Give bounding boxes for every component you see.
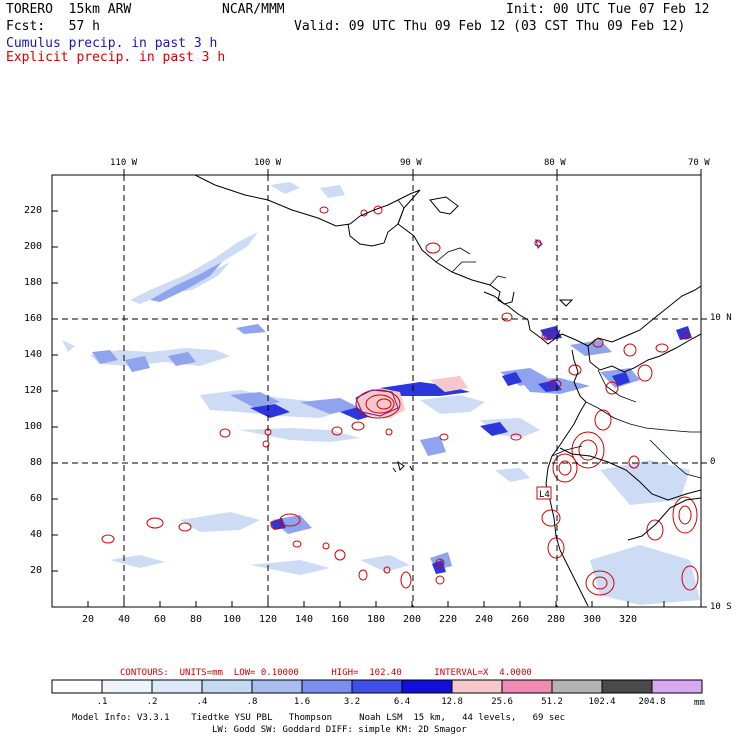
y-tick-100: 100 <box>24 421 43 432</box>
station-marker <box>536 486 552 500</box>
y-tick-220: 220 <box>24 205 43 216</box>
y-tick-160: 160 <box>24 313 43 324</box>
axis-ticks <box>52 169 707 608</box>
colorbar-label: .4 <box>196 697 208 707</box>
colorbar-unit: mm <box>694 698 705 708</box>
field-label-explicit: Explicit precip. in past 3 h <box>6 50 226 65</box>
latlon-grid <box>52 175 701 607</box>
lon-label-90w: 90 W <box>400 158 422 168</box>
y-tick-40: 40 <box>30 529 43 540</box>
colorbar-label: 25.6 <box>491 697 513 707</box>
model-title: TORERO 15km ARW <box>6 2 132 17</box>
y-tick-180: 180 <box>24 277 43 288</box>
init-time: Init: 00 UTC Tue 07 Feb 12 <box>506 2 710 17</box>
lon-label-110w: 110 W <box>110 158 138 168</box>
colorbar-label: 1.6 <box>293 697 311 707</box>
country-borders <box>397 199 701 479</box>
colorbar-label: 3.2 <box>343 697 361 707</box>
lat-label-10s: 10 S <box>710 602 732 612</box>
y-tick-20: 20 <box>30 565 43 576</box>
valid-time: Valid: 09 UTC Thu 09 Feb 12 (03 CST Thu … <box>294 19 686 34</box>
x-tick-300: 300 <box>583 614 602 625</box>
lon-label-80w: 80 W <box>544 158 566 168</box>
y-tick-60: 60 <box>30 493 43 504</box>
physics-info: LW: Godd SW: Goddard DIFF: simple KM: 2D… <box>212 725 467 735</box>
x-tick-260: 260 <box>511 614 530 625</box>
field-label-cumulus: Cumulus precip. in past 3 h <box>6 36 218 51</box>
colorbar-label: 12.8 <box>441 697 463 707</box>
y-tick-200: 200 <box>24 241 43 252</box>
x-tick-160: 160 <box>331 614 350 625</box>
station-label: L4 <box>539 490 550 500</box>
model-info: Model Info: V3.3.1 Tiedtke YSU PBL Thomp… <box>72 713 566 723</box>
lat-label-10n: 10 N <box>710 313 732 323</box>
colorbar-label: 204.8 <box>638 697 666 707</box>
colorbar-label: .8 <box>246 697 258 707</box>
lon-label-100w: 100 W <box>254 158 282 168</box>
colorbar-label: .2 <box>146 697 158 707</box>
x-tick-320: 320 <box>619 614 638 625</box>
forecast-hour: Fcst: 57 h <box>6 19 100 34</box>
x-tick-280: 280 <box>547 614 566 625</box>
lon-label-70w: 70 W <box>688 158 710 168</box>
y-tick-120: 120 <box>24 385 43 396</box>
x-tick-140: 140 <box>295 614 314 625</box>
colorbar-label: 6.4 <box>393 697 411 707</box>
colorbar-label: 51.2 <box>541 697 563 707</box>
x-tick-100: 100 <box>223 614 242 625</box>
x-tick-80: 80 <box>190 614 203 625</box>
x-tick-20: 20 <box>82 614 95 625</box>
y-tick-80: 80 <box>30 457 43 468</box>
x-tick-180: 180 <box>367 614 386 625</box>
x-tick-200: 200 <box>403 614 422 625</box>
contour-info: CONTOURS: UNITS=mm LOW= 0.10000 HIGH= 10… <box>120 668 532 678</box>
lat-label-0: 0 <box>710 457 716 467</box>
colorbar-label: 102.4 <box>588 697 616 707</box>
x-tick-120: 120 <box>259 614 278 625</box>
x-tick-240: 240 <box>475 614 494 625</box>
x-tick-40: 40 <box>118 614 131 625</box>
x-tick-60: 60 <box>154 614 167 625</box>
org-label: NCAR/MMM <box>222 2 285 17</box>
x-tick-220: 220 <box>439 614 458 625</box>
colorbar-label: .1 <box>96 697 108 707</box>
y-tick-140: 140 <box>24 349 43 360</box>
cumulus-precip-heavy <box>250 326 692 574</box>
heavy-precip-contours <box>355 238 559 417</box>
cumulus-precip-moderate <box>92 262 640 570</box>
